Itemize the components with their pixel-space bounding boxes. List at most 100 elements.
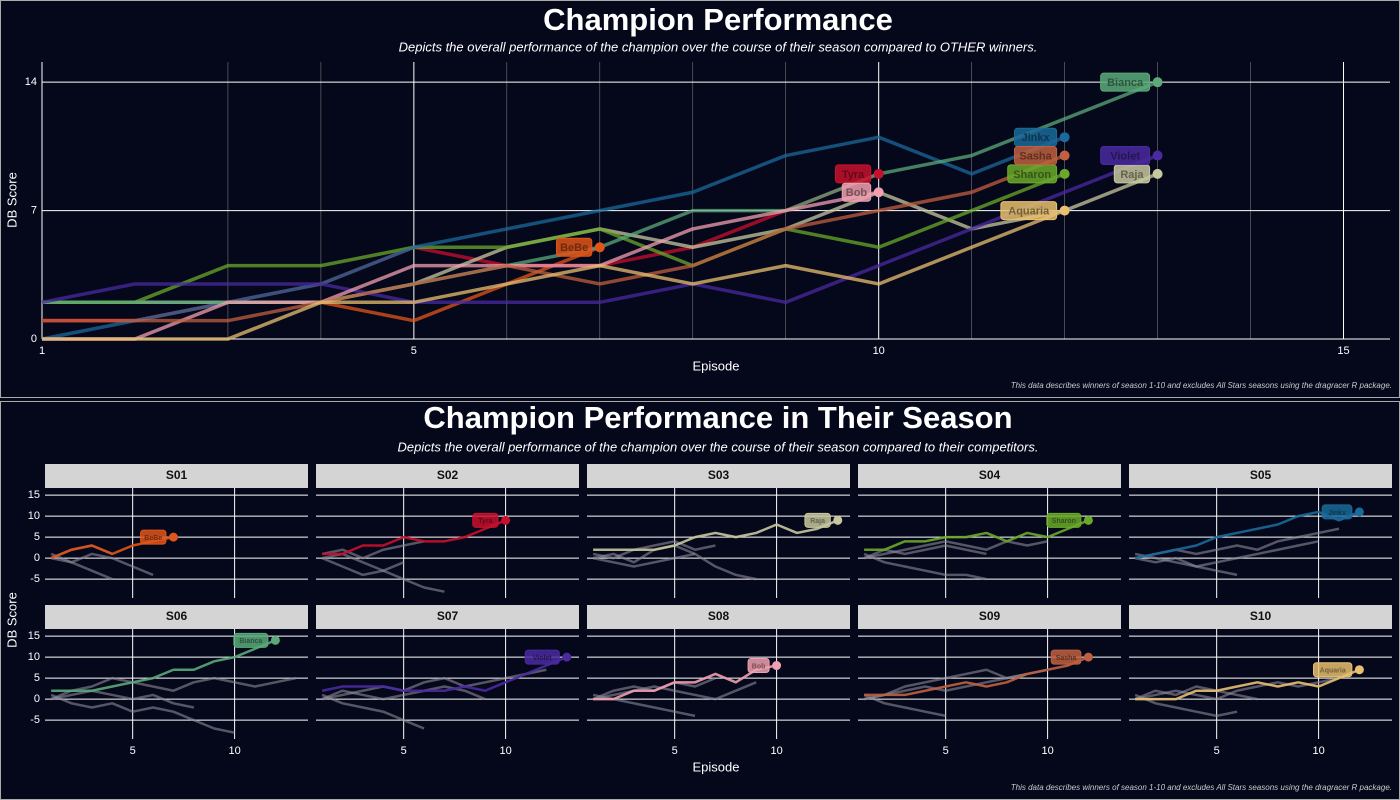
facet-title: S01 — [166, 468, 188, 482]
series-label: BeBe — [144, 535, 162, 542]
x-tick-label: 10 — [770, 745, 782, 757]
end-point — [1152, 168, 1163, 179]
facet-strip — [858, 605, 1121, 629]
caption: This data describes winners of season 1-… — [1011, 381, 1392, 390]
series-label: Sharon — [1013, 169, 1051, 181]
facet-strip — [316, 605, 579, 629]
series-label: Sasha — [1019, 150, 1052, 162]
end-point — [1354, 507, 1364, 517]
facet-strip — [1129, 605, 1392, 629]
end-point — [833, 515, 843, 525]
series-line — [863, 693, 946, 718]
facet-strip — [45, 464, 308, 488]
end-point — [873, 168, 884, 179]
facet-strip — [316, 464, 579, 488]
end-point — [501, 515, 511, 525]
series-line — [50, 676, 297, 701]
y-tick-label: 10 — [28, 510, 40, 522]
label-box — [1312, 662, 1353, 678]
y-tick-label: -5 — [30, 714, 40, 726]
label-box — [140, 529, 167, 545]
series-line — [50, 552, 113, 581]
series-label: Aquaria — [1320, 668, 1346, 675]
end-point — [594, 242, 605, 253]
x-tick-label: 5 — [1214, 745, 1220, 757]
end-point — [1083, 652, 1093, 662]
label-box — [524, 649, 560, 665]
end-point — [1152, 150, 1163, 161]
facet-title: S05 — [1250, 468, 1272, 482]
series-line — [593, 519, 839, 551]
top-panel — [0, 0, 1400, 398]
end-point — [168, 532, 178, 542]
series-line — [1135, 668, 1360, 701]
y-axis-label: DB Score — [4, 172, 19, 228]
end-point — [270, 635, 280, 645]
series-line — [1134, 676, 1340, 701]
facet-title: S02 — [437, 468, 459, 482]
series-line — [593, 664, 777, 701]
facet-title: S08 — [708, 609, 730, 623]
x-tick-label: 5 — [411, 345, 417, 357]
series-line — [321, 655, 568, 692]
label-box — [1321, 504, 1353, 520]
chart-title: Champion Performance — [543, 2, 893, 37]
x-tick-label: 5 — [401, 745, 407, 757]
label-box — [1000, 201, 1058, 221]
x-tick-label: 5 — [130, 745, 136, 757]
series-line — [1134, 685, 1258, 701]
label-box — [1046, 512, 1082, 528]
y-tick-label: -5 — [30, 573, 40, 585]
y-tick-label: 5 — [34, 672, 40, 684]
series-label: Bob — [752, 663, 766, 670]
label-box — [1050, 649, 1082, 665]
label-box — [1100, 146, 1151, 166]
series-line — [321, 540, 425, 560]
chart-subtitle: Depicts the overall performance of the c… — [398, 439, 1039, 454]
series-label: Violet — [1110, 150, 1140, 162]
label-box — [1014, 146, 1058, 166]
facet-title: S03 — [708, 468, 730, 482]
series-line — [863, 552, 987, 581]
label-box — [747, 658, 770, 674]
end-point — [1059, 205, 1070, 216]
facet-strip — [858, 464, 1121, 488]
chart-title: Champion Performance in Their Season — [423, 400, 1012, 435]
series-label: Aquaria — [1008, 205, 1050, 217]
series-line — [42, 208, 1066, 341]
y-tick-label: 14 — [25, 76, 37, 88]
series-line — [321, 685, 486, 701]
facet-strip — [45, 605, 308, 629]
series-label: Tyra — [842, 169, 865, 181]
series-label: BeBe — [560, 242, 588, 254]
series-line — [41, 153, 1159, 305]
series-line — [50, 689, 195, 709]
end-point — [1083, 515, 1093, 525]
facet-strip — [587, 464, 850, 488]
end-point — [1354, 665, 1364, 675]
x-axis-label: Episode — [693, 759, 740, 774]
chart-subtitle: Depicts the overall performance of the c… — [399, 39, 1038, 54]
y-tick-label: 0 — [31, 333, 37, 345]
series-line — [1134, 556, 1238, 577]
series-line — [864, 519, 1089, 551]
end-point — [873, 187, 884, 198]
series-label: Sharon — [1052, 518, 1076, 525]
series-line — [321, 693, 425, 730]
label-box — [1100, 72, 1151, 92]
caption: This data describes winners of season 1-… — [1011, 783, 1392, 792]
bottom-panel — [0, 401, 1400, 800]
series-line — [1134, 540, 1319, 568]
facet-title: S09 — [979, 609, 1001, 623]
x-tick-label: 10 — [873, 345, 885, 357]
label-box — [841, 182, 872, 202]
series-line — [592, 681, 757, 701]
series-line — [42, 172, 1066, 305]
x-tick-label: 5 — [943, 745, 949, 757]
series-label: Sasha — [1056, 655, 1077, 662]
facet-title: S07 — [437, 609, 459, 623]
facet-strip — [587, 605, 850, 629]
end-point — [1059, 168, 1070, 179]
facet-title: S10 — [1250, 609, 1272, 623]
